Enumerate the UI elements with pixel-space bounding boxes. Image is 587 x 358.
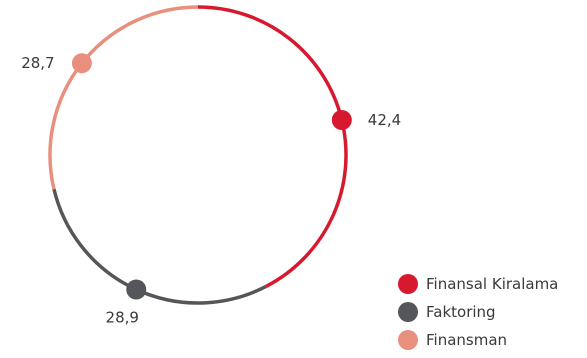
ring-segment-finansal-kiralama — [197, 5, 348, 288]
legend-swatch-finansman — [398, 330, 418, 350]
legend-label-finansal-kiralama: Finansal Kiralama — [426, 275, 558, 293]
legend-swatch-finansal-kiralama — [398, 274, 418, 294]
value-labels: 42,4 28,9 28,7 — [21, 54, 401, 326]
segment-markers — [71, 53, 352, 300]
value-label-finansal-kiralama: 42,4 — [368, 111, 401, 129]
legend-swatch-faktoring — [398, 302, 418, 322]
value-label-faktoring: 28,9 — [106, 309, 139, 327]
ring-segment-faktoring — [52, 188, 267, 305]
ring-segment-finansman — [48, 5, 199, 190]
legend: Finansal Kiralama Faktoring Finansman — [398, 274, 558, 350]
segment-marker-finansman — [71, 53, 92, 74]
legend-label-finansman: Finansman — [426, 331, 507, 349]
ring-segments — [48, 5, 348, 305]
value-label-finansman: 28,7 — [21, 54, 54, 72]
segment-marker-faktoring — [126, 279, 147, 300]
legend-label-faktoring: Faktoring — [426, 303, 496, 321]
segment-marker-finansal-kiralama — [331, 109, 352, 130]
